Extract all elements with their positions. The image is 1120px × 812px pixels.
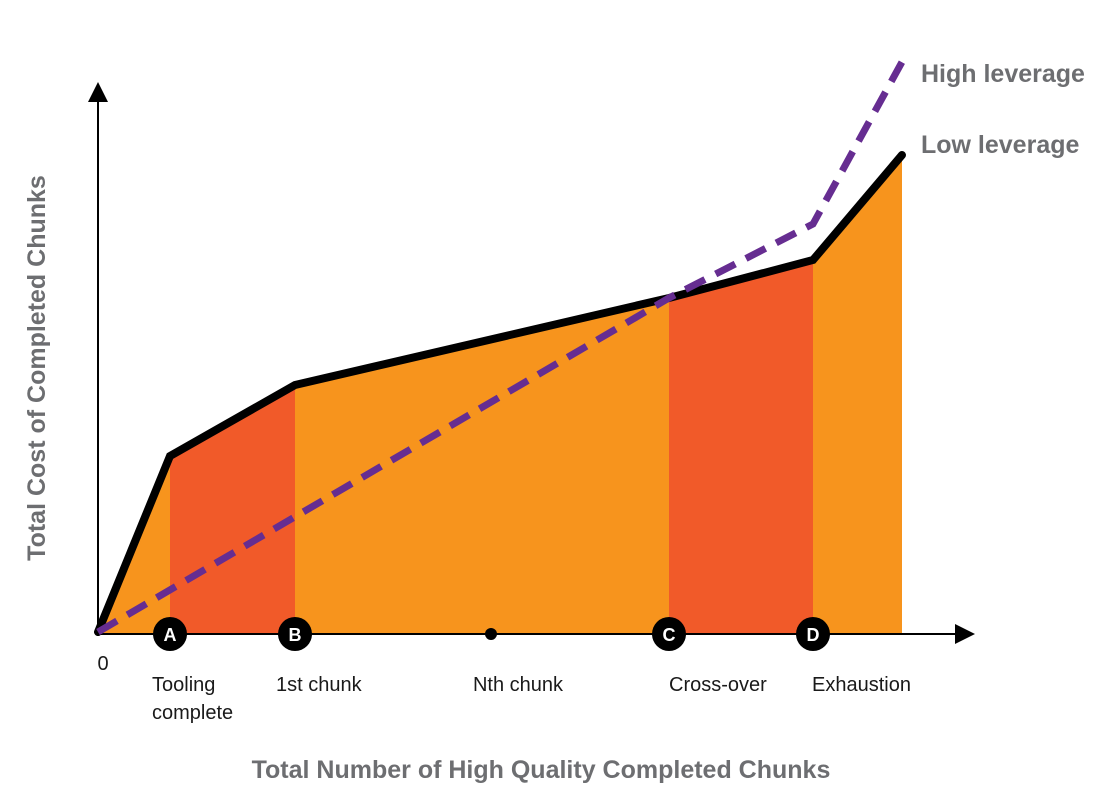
milestone-d: D: [796, 617, 830, 651]
milestone-b: B: [278, 617, 312, 651]
x-axis-title: Total Number of High Quality Completed C…: [252, 756, 831, 784]
region-production: [295, 298, 669, 634]
y-axis-arrow: [88, 82, 108, 102]
milestone-a-label-line2: complete: [152, 702, 233, 724]
region-post-exhaustion: [813, 155, 902, 634]
milestone-nth-label: Nth chunk: [473, 674, 564, 696]
milestone-a-label-line1: Tooling: [152, 674, 215, 696]
low-leverage-line: [94, 151, 906, 636]
milestone-c-label: Cross-over: [669, 674, 767, 696]
milestone-c: C: [652, 617, 686, 651]
x-axis-arrow: [955, 624, 975, 644]
origin-label: 0: [97, 653, 108, 675]
milestone-c-marker: [652, 617, 686, 651]
high-leverage-label: High leverage: [921, 60, 1085, 88]
y-axis-title: Total Cost of Completed Chunks: [23, 175, 51, 561]
milestone-a-letter: A: [164, 625, 177, 645]
milestone-b-label: 1st chunk: [276, 674, 363, 696]
milestone-c-letter: C: [663, 625, 676, 645]
milestone-d-label: Exhaustion: [812, 674, 911, 696]
milestone-d-marker: [796, 617, 830, 651]
region-crossover-to-exhaustion: [669, 260, 813, 634]
milestone-a-marker: [153, 617, 187, 651]
milestone-nth-dot: [485, 628, 497, 640]
milestone-b-letter: B: [289, 625, 302, 645]
milestone-d-letter: D: [807, 625, 820, 645]
milestone-a: A: [153, 617, 187, 651]
milestone-b-marker: [278, 617, 312, 651]
low-leverage-label: Low leverage: [921, 131, 1079, 159]
